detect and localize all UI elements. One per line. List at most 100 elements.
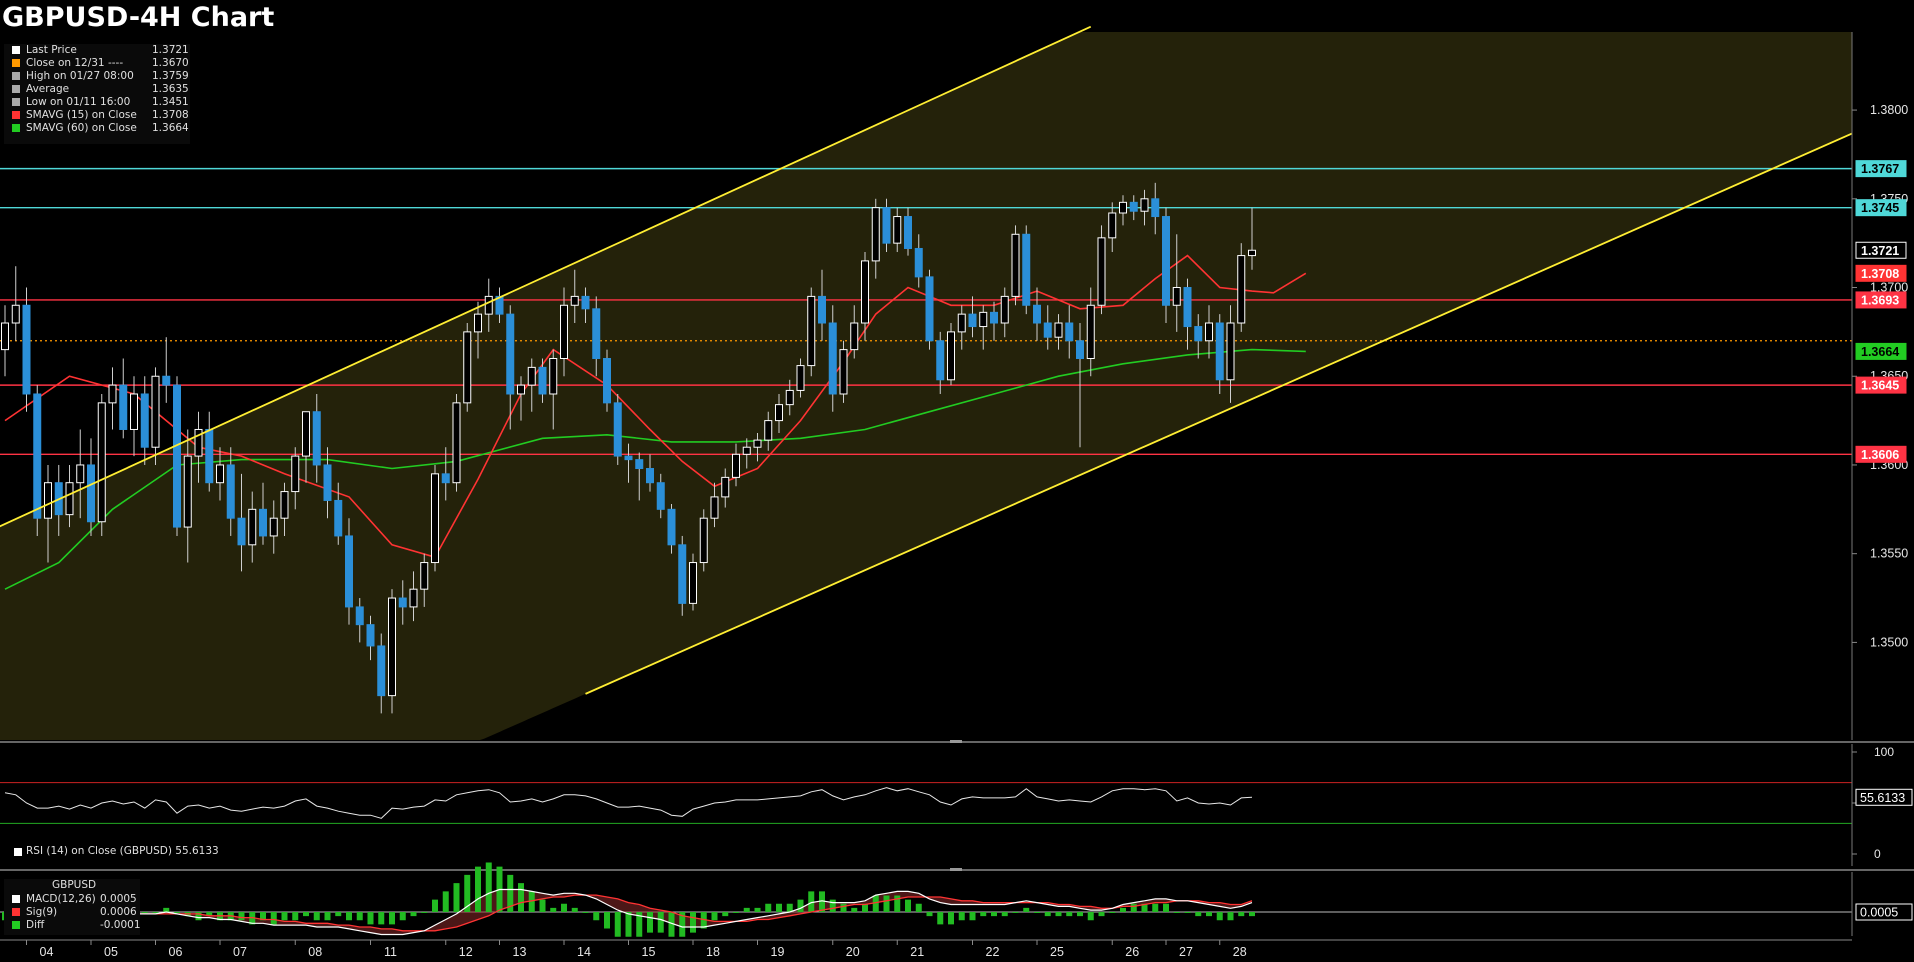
rsi-swatch — [14, 848, 22, 856]
candle-body — [140, 393, 149, 448]
macd-legend: GBPUSD MACD(12,26) 0.0005 Sig(9) 0.0006 Diff… — [4, 879, 141, 935]
macd-histogram-bar — [711, 912, 718, 921]
macd-signal-line — [5, 894, 1253, 932]
legend-row: SMAVG (15) on Close 1.3708 — [4, 109, 190, 122]
macd-histogram-bar — [1066, 912, 1073, 917]
macd-legend-label: Diff — [26, 919, 45, 931]
macd-histogram-bar — [475, 866, 481, 912]
macd-histogram-bar — [260, 912, 266, 921]
macd-histogram-bar — [948, 912, 954, 925]
legend-row: Last Price 1.3721 — [4, 44, 190, 57]
candle-body — [1248, 249, 1256, 257]
candle-body — [1215, 322, 1224, 381]
channel-lines — [0, 25, 1898, 695]
candle-body — [441, 473, 450, 484]
candle-body — [87, 464, 95, 523]
legend-label: High on 01/27 08:00 — [26, 70, 134, 82]
macd-histogram-bar — [432, 899, 438, 912]
price-tag-label: 1.3693 — [1861, 293, 1899, 307]
x-tick-label: 19 — [771, 945, 785, 959]
macd-histogram-bar — [819, 891, 825, 912]
candle-body — [1086, 304, 1095, 359]
x-tick-label: 13 — [513, 945, 527, 959]
x-tick-label: 06 — [169, 945, 183, 959]
rsi-value-label: 55.6133 — [1860, 791, 1905, 805]
candle-body — [162, 375, 171, 386]
candle-body — [1043, 322, 1052, 338]
legend-label: Last Price — [26, 44, 77, 56]
macd-histogram-bar — [754, 907, 761, 912]
macd-histogram-bar — [453, 883, 460, 912]
macd-histogram-bar — [324, 912, 331, 921]
candlesticks — [1, 182, 1256, 714]
legend-row: Low on 01/11 16:00 1.3451 — [4, 96, 190, 109]
macd-histogram-bar — [270, 912, 277, 925]
candle-body — [1, 322, 9, 351]
candle-body — [968, 313, 977, 328]
candle-body — [216, 464, 224, 484]
macd-histogram-bar — [625, 912, 632, 937]
macd-histogram-bar — [593, 912, 600, 921]
legend-value: 1.3721 — [152, 44, 189, 56]
legend-swatch — [12, 46, 20, 54]
legend-swatch — [12, 85, 20, 93]
candle-body — [517, 384, 525, 395]
candle-body — [646, 468, 654, 484]
macd-histogram-bar — [313, 912, 320, 921]
macd-histogram-bar — [163, 907, 170, 912]
macd-histogram-bar — [507, 874, 514, 912]
macd-histogram-bar — [571, 907, 578, 912]
macd-histogram-bar — [883, 895, 890, 912]
candle-body — [807, 295, 816, 367]
candle-body — [1011, 233, 1020, 297]
legend-swatch — [12, 98, 20, 106]
candle-body — [785, 389, 794, 406]
candle-body — [904, 216, 912, 249]
candle-body — [656, 482, 665, 510]
macd-histogram-bar — [303, 912, 309, 917]
macd-histogram-bar — [389, 912, 395, 925]
x-tick-label: 11 — [384, 945, 397, 959]
candle-body — [979, 311, 988, 328]
macd-histogram-bar — [378, 912, 385, 925]
candle-body — [1119, 201, 1127, 214]
price-tag — [1855, 264, 1907, 282]
rsi-line — [4, 787, 1253, 819]
candle-body — [570, 295, 579, 306]
candle-body — [828, 322, 837, 395]
macd-legend-value: -0.0001 — [100, 919, 141, 931]
macd-histogram-bar — [840, 903, 847, 912]
candle-body — [11, 304, 20, 324]
candle-body — [1183, 287, 1192, 328]
candle-body — [269, 517, 278, 537]
rsi-legend-label: RSI (14) on Close (GBPUSD) 55.6133 — [26, 845, 219, 857]
candle-body — [753, 439, 762, 448]
macd-histogram-bar — [356, 912, 363, 921]
macd-histogram-bar — [786, 903, 793, 912]
candle-body — [1172, 287, 1181, 306]
macd-histogram-bar — [399, 912, 406, 921]
candle-body — [818, 295, 826, 324]
macd-histogram-bar — [442, 891, 449, 912]
x-tick-label: 07 — [233, 945, 247, 959]
macd-histogram-bar — [1152, 903, 1159, 912]
macd-histogram-bar — [1184, 912, 1191, 913]
candle-body — [506, 313, 515, 395]
candle-body — [592, 308, 601, 359]
price-tag-label: 1.3606 — [1861, 448, 1899, 462]
candle-body — [796, 365, 805, 391]
macd-histogram-bar — [1173, 912, 1180, 913]
rsi-panel: 0 100 55.6133 — [0, 740, 1914, 866]
candle-body — [732, 453, 740, 478]
macd-histogram-bar — [1163, 903, 1169, 912]
x-tick-label: 20 — [846, 945, 860, 959]
candle-body — [764, 420, 773, 441]
macd-histogram-bar — [851, 907, 858, 912]
macd-histogram-bar — [808, 891, 815, 912]
macd-histogram-bar — [722, 912, 729, 917]
axis-background — [1852, 0, 1914, 962]
macd-histogram-bar — [733, 912, 739, 913]
x-tick-label: 21 — [910, 945, 924, 959]
macd-histogram-bar — [152, 912, 159, 913]
macd-histogram-bar — [1216, 912, 1223, 921]
